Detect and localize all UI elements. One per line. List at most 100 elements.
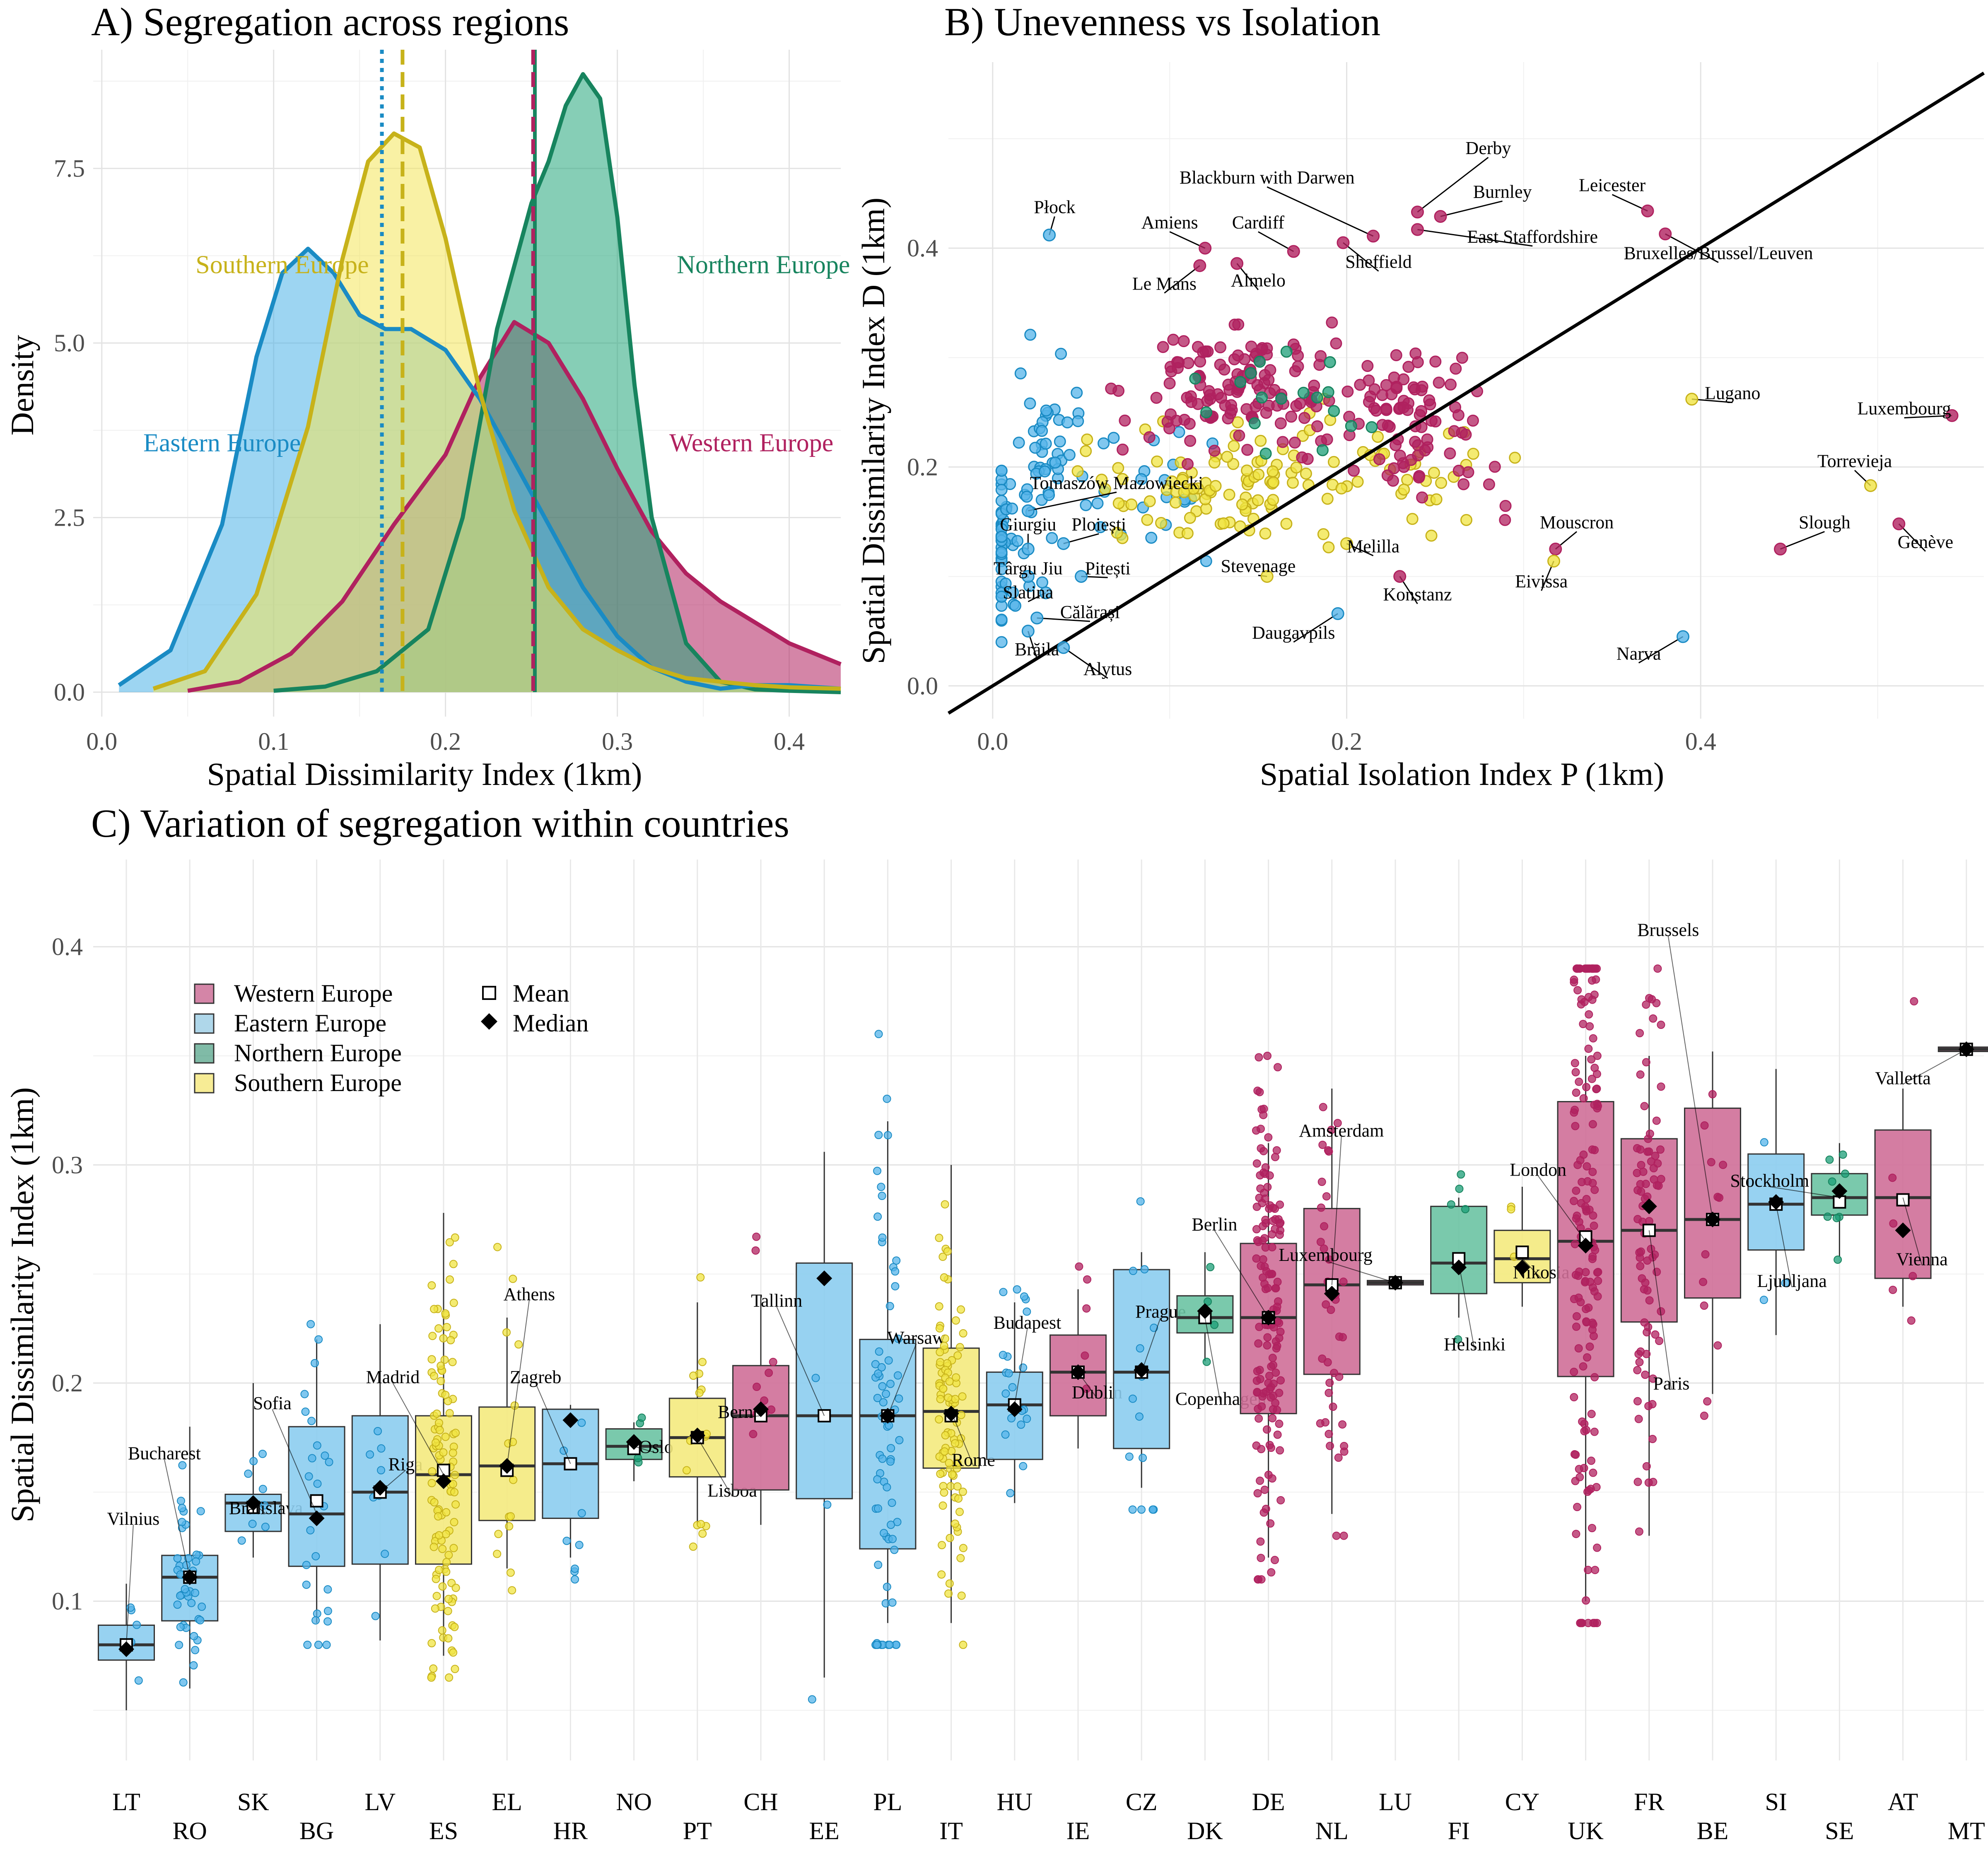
point-western [1143,431,1156,444]
x-tick-label: SK [237,1788,269,1816]
legend-key-mean [482,986,496,1000]
point-ES [446,1275,454,1284]
point-northern [1324,356,1336,368]
point-FR [1636,1347,1645,1356]
labeled-point [1411,223,1424,236]
labeled-point [1260,570,1274,583]
point-FR [1647,1157,1655,1166]
point-western [1199,345,1212,357]
point-IE [1082,1304,1091,1313]
point-UK [1582,1596,1590,1605]
point-western [1311,420,1323,432]
point-HU [1020,1292,1028,1301]
point-DE [1269,1217,1277,1225]
panel-a-x-axis-title: Spatial Dissimilarity Index (1km) [207,756,642,792]
point-PT [682,1466,691,1475]
point-LV [374,1427,382,1435]
x-tick-label: HR [553,1817,588,1845]
point-FR [1650,1175,1658,1184]
point-DE [1267,1444,1275,1452]
point-NL [1319,1103,1327,1111]
panel-a-ticks: 0.0 0.1 0.2 0.3 0.4 0.0 2.5 5.0 7.5 [54,155,805,755]
legend-label-northern: Northern Europe [234,1039,402,1067]
point-IT [941,1200,949,1209]
point-UK [1590,1427,1599,1436]
point-northern [1316,444,1329,456]
point-western [1376,389,1389,401]
point-DE [1276,1446,1284,1455]
point-ES [449,1260,458,1268]
point-ES [435,1531,444,1540]
point-HU [1017,1420,1025,1429]
point-southern [1217,517,1230,530]
labeled-point [1434,210,1447,223]
point-western [1184,435,1197,447]
capital-label: Stockholm [1730,1171,1809,1191]
point-ES [430,1371,439,1380]
point-western [1457,478,1470,490]
point-NL [1317,1178,1326,1186]
city-label: Almelo [1231,270,1286,291]
point-IT [955,1343,964,1352]
label-leader [1904,415,1952,419]
point-ES [441,1391,450,1399]
point-NL [1318,1354,1327,1363]
city-label: Burnley [1473,182,1532,202]
point-western [1467,414,1479,427]
point-DK [1204,1297,1212,1306]
x-tick-label: DK [1187,1817,1223,1845]
point-UK [1583,1162,1591,1171]
x-tick-label: 0.2 [1331,728,1362,755]
label-leader [1164,265,1200,294]
labeled-point [1075,570,1088,583]
point-northern [1345,420,1357,432]
point-DE [1267,1362,1276,1371]
point-DE [1261,1194,1269,1203]
point-eastern [1011,535,1024,547]
point-western [1163,422,1175,435]
y-tick-label: 2.5 [54,504,85,531]
point-ES [432,1574,440,1583]
point-eastern [995,590,1008,603]
capital-label: Brussels [1637,920,1699,940]
point-ES [440,1355,449,1364]
point-HU [1007,1414,1016,1422]
point-southern [1080,445,1092,457]
point-FR [1637,1161,1645,1169]
point-UK [1588,1524,1596,1533]
point-ES [451,1665,459,1673]
point-LT [134,1676,143,1685]
label-leader [1037,617,1090,622]
point-PL [890,1545,899,1554]
point-UK [1592,975,1600,984]
x-tick-label: LV [365,1788,396,1816]
label-leader [1063,647,1108,679]
point-southern [1428,466,1440,479]
point-HU [1006,1489,1015,1497]
x-tick-label: CZ [1126,1788,1158,1816]
point-DE [1274,1063,1282,1072]
point-DE [1263,1341,1271,1350]
point-PL [874,1560,883,1569]
x-tick-label: 0.4 [774,728,805,755]
point-IE [1083,1275,1092,1284]
point-southern [1425,529,1438,542]
point-IT [941,1334,949,1343]
point-western [1416,491,1428,504]
city-label: Eivissa [1515,571,1568,592]
point-southern [1223,488,1235,501]
point-BE [1708,1090,1717,1099]
labeled-point [1677,630,1690,643]
labeled-point [1021,625,1035,638]
point-CZ [1135,1412,1144,1421]
point-DE [1254,1405,1262,1413]
point-UK [1589,1332,1598,1340]
point-northern [1311,391,1323,404]
point-ES [451,1233,459,1242]
point-ES [441,1309,450,1318]
point-RO [191,1589,200,1597]
point-FI [1447,1200,1455,1209]
point-HU [1019,1462,1028,1470]
label-leader [535,1383,571,1464]
